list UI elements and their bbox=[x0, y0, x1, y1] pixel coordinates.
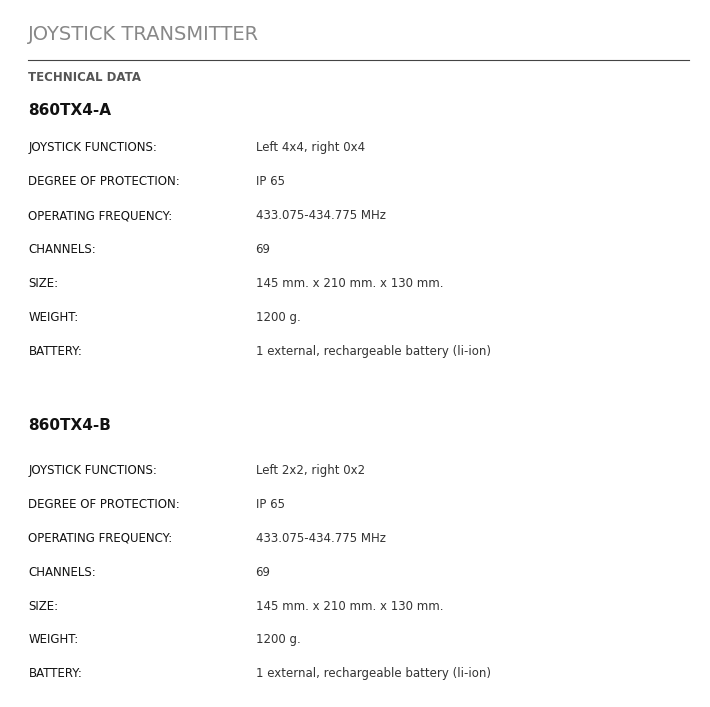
Text: 145 mm. x 210 mm. x 130 mm.: 145 mm. x 210 mm. x 130 mm. bbox=[256, 277, 443, 290]
Text: 1 external, rechargeable battery (li-ion): 1 external, rechargeable battery (li-ion… bbox=[256, 667, 491, 680]
Text: IP 65: IP 65 bbox=[256, 498, 285, 510]
Text: BATTERY:: BATTERY: bbox=[28, 345, 82, 358]
Text: 69: 69 bbox=[256, 566, 271, 578]
Text: SIZE:: SIZE: bbox=[28, 600, 58, 612]
Text: DEGREE OF PROTECTION:: DEGREE OF PROTECTION: bbox=[28, 175, 180, 188]
Text: 145 mm. x 210 mm. x 130 mm.: 145 mm. x 210 mm. x 130 mm. bbox=[256, 600, 443, 612]
Text: DEGREE OF PROTECTION:: DEGREE OF PROTECTION: bbox=[28, 498, 180, 510]
Text: 1200 g.: 1200 g. bbox=[256, 633, 300, 646]
Text: 860TX4-A: 860TX4-A bbox=[28, 103, 111, 117]
Text: OPERATING FREQUENCY:: OPERATING FREQUENCY: bbox=[28, 532, 173, 544]
Text: CHANNELS:: CHANNELS: bbox=[28, 566, 96, 578]
Text: 1200 g.: 1200 g. bbox=[256, 311, 300, 324]
Text: 1 external, rechargeable battery (li-ion): 1 external, rechargeable battery (li-ion… bbox=[256, 345, 491, 358]
Text: JOYSTICK TRANSMITTER: JOYSTICK TRANSMITTER bbox=[28, 25, 260, 44]
Text: Left 4x4, right 0x4: Left 4x4, right 0x4 bbox=[256, 141, 365, 154]
Text: CHANNELS:: CHANNELS: bbox=[28, 243, 96, 256]
Text: IP 65: IP 65 bbox=[256, 175, 285, 188]
Text: 860TX4-B: 860TX4-B bbox=[28, 418, 111, 433]
Text: 433.075-434.775 MHz: 433.075-434.775 MHz bbox=[256, 209, 386, 222]
Text: SIZE:: SIZE: bbox=[28, 277, 58, 290]
Text: TECHNICAL DATA: TECHNICAL DATA bbox=[28, 71, 141, 83]
Text: BATTERY:: BATTERY: bbox=[28, 667, 82, 680]
Text: JOYSTICK FUNCTIONS:: JOYSTICK FUNCTIONS: bbox=[28, 464, 158, 477]
Text: WEIGHT:: WEIGHT: bbox=[28, 311, 79, 324]
Text: 433.075-434.775 MHz: 433.075-434.775 MHz bbox=[256, 532, 386, 544]
Text: WEIGHT:: WEIGHT: bbox=[28, 633, 79, 646]
Text: Left 2x2, right 0x2: Left 2x2, right 0x2 bbox=[256, 464, 365, 477]
Text: OPERATING FREQUENCY:: OPERATING FREQUENCY: bbox=[28, 209, 173, 222]
Text: 69: 69 bbox=[256, 243, 271, 256]
Text: JOYSTICK FUNCTIONS:: JOYSTICK FUNCTIONS: bbox=[28, 141, 158, 154]
